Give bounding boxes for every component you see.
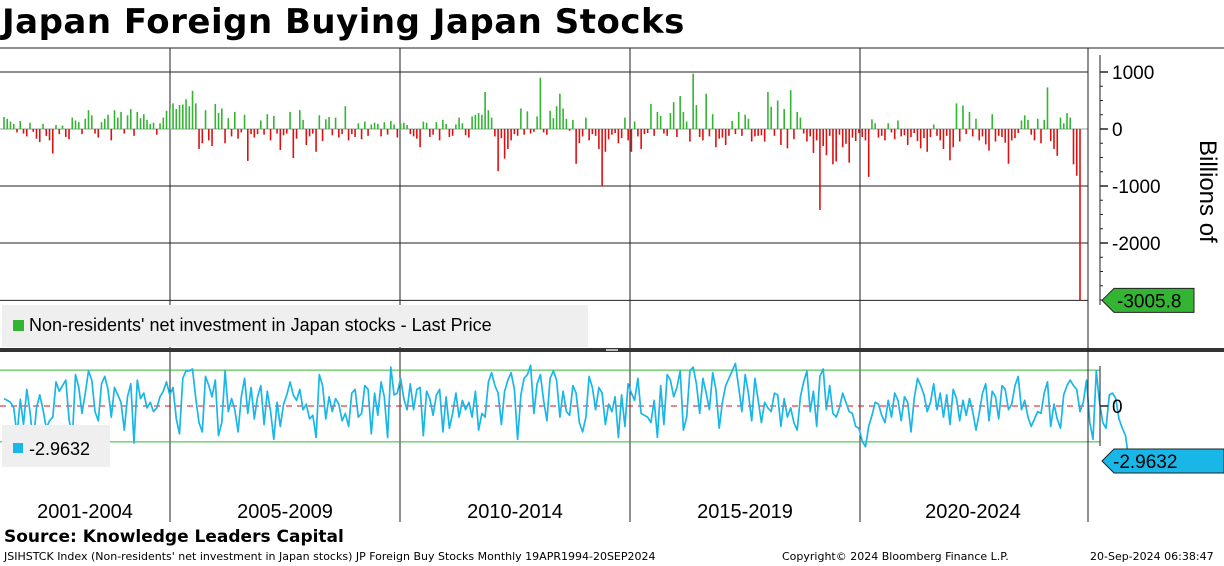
gridlines	[0, 47, 1224, 522]
source-note: Source: Knowledge Leaders Capital	[4, 527, 344, 547]
y-axis-title: Billions of	[1194, 140, 1221, 243]
y-tick-label: -1000	[1112, 177, 1161, 198]
axes: 1000 0 -1000 -2000 -3005.8 Billions of 0 -2.963…	[1087, 48, 1224, 522]
y-tick-label: 1000	[1112, 63, 1154, 84]
bottom-last-value-label: -2.9632	[1113, 452, 1177, 473]
bottom-legend-swatch	[13, 443, 23, 453]
x-period-label: 2020-2024	[925, 501, 1021, 523]
x-period-label: 2005-2009	[237, 501, 333, 523]
bar-series	[3, 73, 1081, 301]
line-series	[3, 362, 1130, 460]
y-tick-label: 0	[1112, 120, 1123, 141]
bottom-legend-label: -2.9632	[29, 439, 90, 459]
legend-label: Non-residents' net investment in Japan s…	[29, 315, 492, 335]
legend-box	[2, 305, 588, 347]
chart-title: Japan Foreign Buying Japan Stocks	[2, 2, 685, 42]
ticker-metadata: JSIHSTCK Index (Non-residents' net inves…	[4, 550, 656, 563]
x-period-label: 2001-2004	[37, 501, 133, 523]
x-period-label: 2010-2014	[467, 501, 563, 523]
bottom-last-value-tag	[1101, 448, 1224, 474]
x-period-label: 2015-2019	[697, 501, 793, 523]
legend-swatch	[13, 320, 24, 331]
axis-labels: Non-residents' net investment in Japan s…	[2, 305, 1021, 523]
y-tick-label: -2000	[1112, 234, 1161, 255]
bottom-y-tick-label: 0	[1112, 397, 1123, 418]
timestamp: 20-Sep-2024 06:38:47	[1090, 550, 1214, 563]
last-value-label: -3005.8	[1117, 291, 1181, 312]
oscillator-line	[3, 362, 1130, 460]
last-value-tag	[1101, 287, 1195, 313]
copyright-notice: Copyright© 2024 Bloomberg Finance L.P.	[782, 550, 1009, 563]
